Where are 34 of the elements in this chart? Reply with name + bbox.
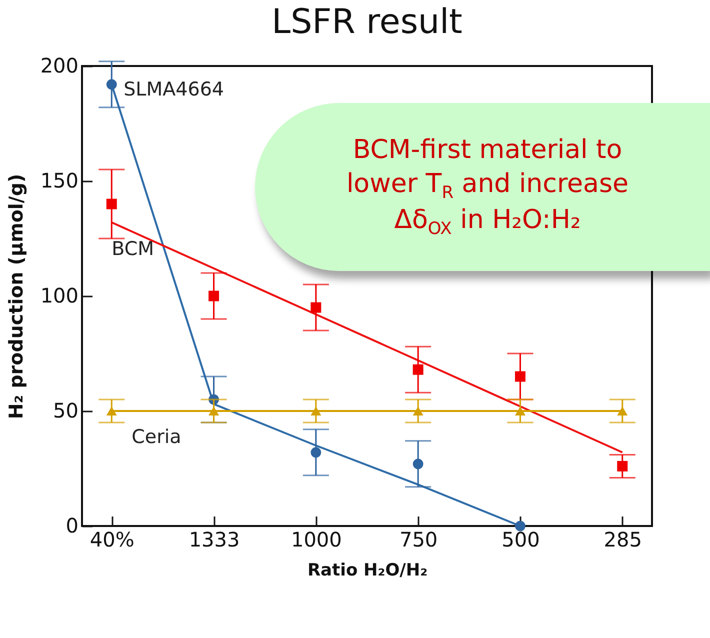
point	[514, 520, 526, 532]
series-label: Ceria	[132, 426, 182, 448]
x-tick-label: 1333	[188, 528, 240, 552]
point	[310, 447, 322, 458]
point	[106, 406, 117, 416]
x-tick-label: 750	[399, 528, 438, 552]
point	[514, 371, 526, 382]
point	[310, 302, 322, 313]
note-box: BCM-first material to lower T$_{R}$ and increase Δδ$_{OX}$ in H₂O:H₂	[255, 103, 710, 271]
y-tick-label: 50	[53, 398, 78, 422]
point	[106, 79, 117, 90]
point	[106, 198, 117, 210]
point	[617, 406, 628, 416]
y-axis-title: H₂ production (µmol/g)	[5, 174, 28, 420]
y-tick-label: 0	[66, 514, 78, 538]
x-tick-label: 40%	[90, 528, 134, 552]
point	[412, 406, 424, 416]
point	[617, 460, 628, 472]
point	[514, 406, 526, 416]
point	[412, 364, 424, 375]
y-tick-label: 150	[40, 168, 78, 192]
point	[412, 458, 424, 470]
x-axis-title: Ratio H₂O/H₂	[307, 560, 428, 580]
chart-title: LSFR result	[272, 2, 462, 42]
x-tick-label: 285	[604, 528, 642, 552]
y-tick-label: 200	[40, 54, 78, 78]
point	[310, 406, 322, 416]
point	[208, 406, 220, 416]
y-tick-label: 100	[40, 284, 78, 308]
series-label: BCM	[112, 238, 154, 260]
point	[208, 290, 220, 302]
series-label: SLMA4664	[124, 78, 224, 100]
x-tick-label: 500	[502, 528, 540, 552]
x-tick-label: 1000	[290, 528, 342, 552]
